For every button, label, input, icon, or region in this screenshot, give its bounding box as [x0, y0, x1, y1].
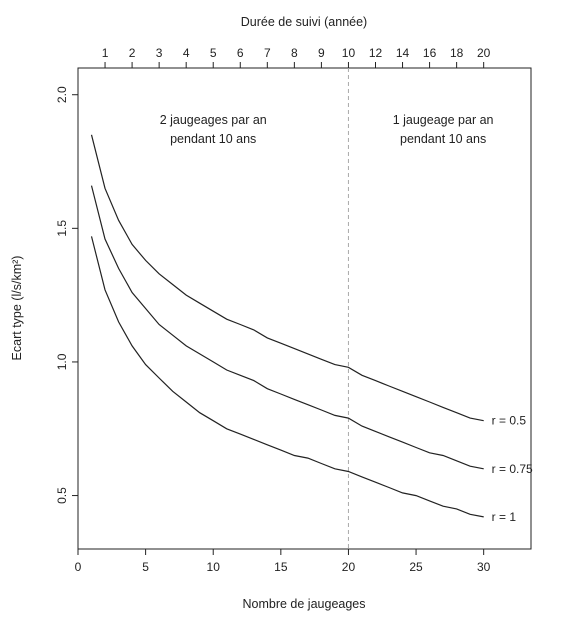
annotation-text: 2 jaugeages par an	[160, 113, 267, 127]
top-tick-label: 8	[291, 46, 298, 60]
annotation-layer: 2 jaugeages par an pendant 10 ans 1 jaugea…	[160, 113, 494, 146]
x-axis-title: Nombre de jaugeages	[243, 597, 366, 611]
series-label: r = 0.5	[492, 414, 527, 428]
annotation-text: pendant 10 ans	[170, 132, 256, 146]
top-tick-label: 2	[129, 46, 136, 60]
top-tick-label: 16	[423, 46, 437, 60]
x-tick-label: 20	[342, 560, 356, 574]
series-label: r = 1	[492, 510, 517, 524]
x-tick-label: 30	[477, 560, 491, 574]
y-tick-label: 0.5	[55, 487, 69, 504]
series-line	[90, 236, 484, 518]
x-tick-label: 25	[409, 560, 423, 574]
series-label: r = 0.75	[492, 462, 533, 476]
top-tick-label: 3	[156, 46, 163, 60]
annotation-text: pendant 10 ans	[400, 132, 486, 146]
top-tick-label: 14	[396, 46, 410, 60]
y-tick-label: 2.0	[55, 86, 69, 103]
annotation-text: 1 jaugeage par an	[393, 113, 494, 127]
top-axis-title: Durée de suivi (année)	[241, 15, 367, 29]
y-axis-title: Ecart type (l/s/km²)	[10, 256, 24, 361]
plot-frame	[77, 67, 532, 550]
top-tick-label: 5	[210, 46, 217, 60]
x-tick-label: 15	[274, 560, 288, 574]
y-tick-label: 1.5	[55, 220, 69, 237]
x-tick-label: 5	[142, 560, 149, 574]
top-tick-label: 10	[342, 46, 356, 60]
series-line	[90, 185, 484, 470]
top-tick-label: 18	[450, 46, 464, 60]
top-tick-label: 9	[318, 46, 325, 60]
series-line	[90, 134, 484, 422]
top-tick-label: 20	[477, 46, 491, 60]
top-tick-label: 6	[237, 46, 244, 60]
series-layer: r = 0.5 r = 0.75 r = 1	[90, 134, 533, 524]
top-tick-label: 4	[183, 46, 190, 60]
x-tick-label: 10	[207, 560, 221, 574]
y-tick-label: 1.0	[55, 353, 69, 370]
axes-layer: 0 5 10 15 20 25 300.51.01.52.01 2 3 4 5 6 7 8 9 10 12 14 1…	[55, 46, 491, 574]
top-tick-label: 1	[102, 46, 109, 60]
top-tick-label: 7	[264, 46, 271, 60]
x-tick-label: 0	[75, 560, 82, 574]
top-tick-label: 12	[369, 46, 383, 60]
